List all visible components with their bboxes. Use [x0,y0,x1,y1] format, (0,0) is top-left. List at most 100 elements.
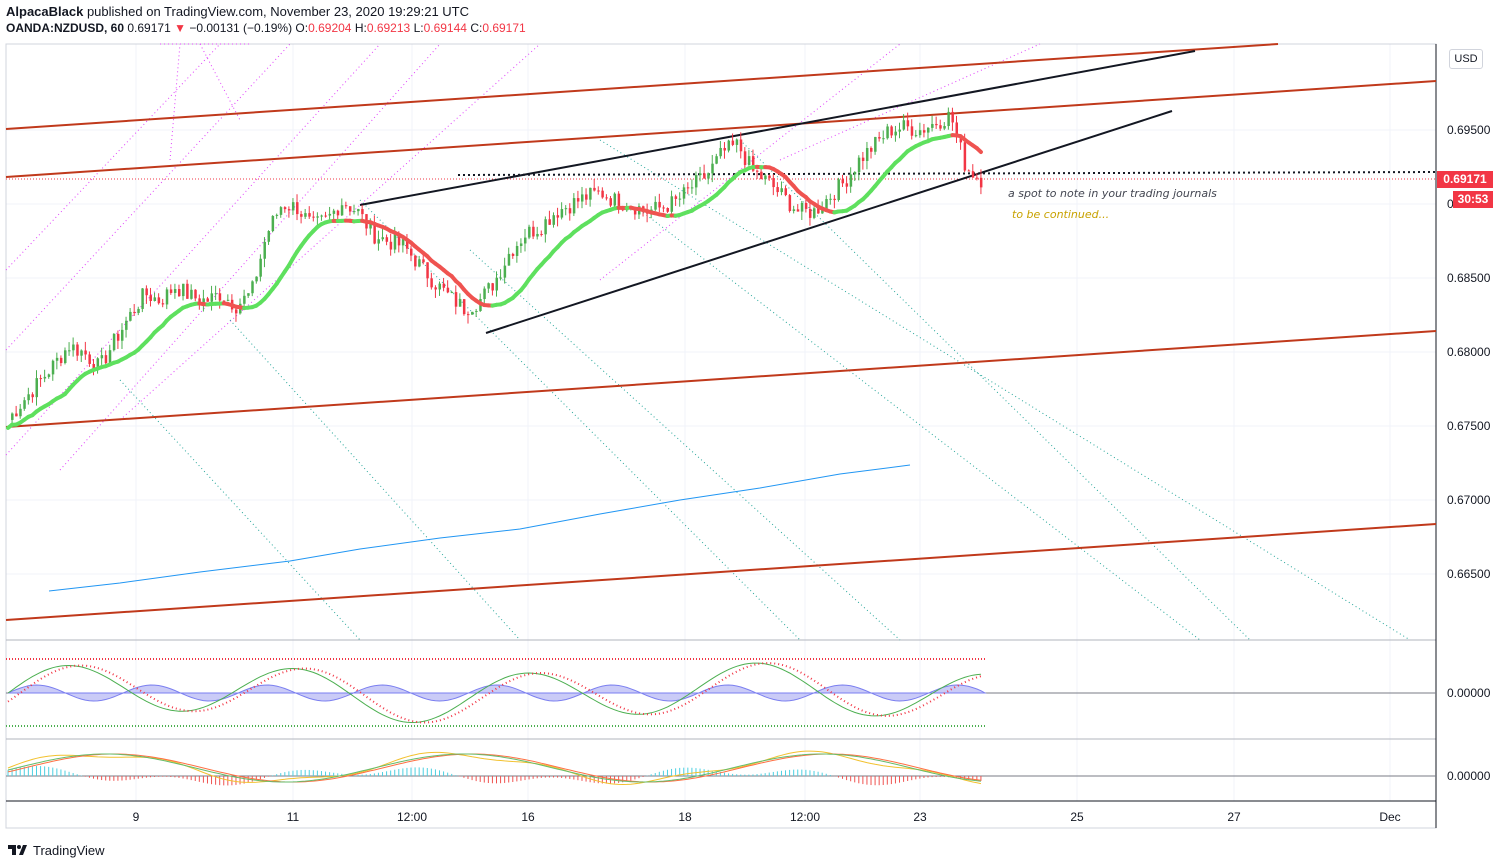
candle-body [259,258,262,277]
candle-body [532,226,535,237]
candlesticks [11,107,983,427]
candle-body [462,299,466,315]
candle-body [658,201,661,208]
fib-pink-lines [5,43,1041,471]
candle-body [613,193,617,206]
candle-body [747,156,751,165]
chart-grid [6,44,1436,801]
candle-body [393,234,397,250]
candle-body [910,126,914,136]
open-value: 0.69204 [308,21,352,35]
candle-body [499,277,503,279]
candle-body [186,283,189,299]
candle-body [617,193,621,210]
last-price: 0.69171 [127,21,171,35]
candle-body [511,253,515,256]
candle-body [735,139,739,145]
tradingview-logo-icon[interactable] [6,842,28,858]
continued-note: to be continued... [1012,208,1109,221]
candle-body [291,202,295,211]
low-label: L: [413,21,424,35]
candle-body [145,288,148,296]
publish-info: published on TradingView.com, November 2… [86,4,469,19]
candle-body [251,281,254,294]
price-tick-label: 0.66500 [1447,567,1491,581]
candle-body [385,237,389,242]
currency-button[interactable]: USD [1449,49,1483,69]
candle-body [694,175,698,188]
candle-body [861,157,865,162]
candle-body [585,194,588,200]
candle-body [59,357,63,364]
candle-body [137,308,140,313]
candle-body [377,239,380,244]
time-axis[interactable]: 9 11 12:00 16 18 12:00 23 25 27 Dec [133,810,1401,824]
candle-body [560,209,564,218]
chart-header: AlpacaBlack published on TradingView.com… [6,3,1496,39]
candle-body [849,174,853,187]
footer: TradingView [6,839,105,861]
candle-body [690,187,694,189]
candle-body [951,111,954,123]
candle-body [833,198,836,201]
candle-body [63,350,67,364]
symbol-label[interactable]: OANDA:NZDUSD, 60 [6,21,125,35]
candle-body [703,173,706,179]
open-label: O: [295,21,309,35]
candle-body [173,289,177,293]
time-tick-label: Dec [1379,810,1400,824]
footer-brand[interactable]: TradingView [33,842,105,858]
candle-body [528,226,531,238]
candle-body [336,210,340,216]
candle-body [723,147,726,151]
candle-body [324,215,328,217]
candle-body [979,177,983,188]
candle-body [340,205,344,216]
candle-body [401,239,405,246]
candle-body [576,198,580,202]
countdown-tag: 30:53 [1453,191,1493,208]
candle-body [141,288,144,309]
candle-body [263,241,266,259]
close-value: 0.69171 [482,21,526,35]
candle-body [43,376,47,379]
candle-body [711,163,714,174]
candle-body [495,277,498,291]
channel-lines [5,43,1437,621]
candle-body [100,355,104,359]
candle-body [458,299,462,307]
candle-body [308,213,311,217]
candle-body [133,311,136,313]
candle-body [125,320,128,330]
time-tick-label: 12:00 [790,810,820,824]
candle-body [967,170,971,172]
candle-body [719,147,722,157]
candle-body [344,205,348,207]
candle-body [564,208,568,210]
candle-body [800,202,804,212]
candle-body [813,208,816,218]
moving-average [6,133,983,430]
candle-body [808,208,812,218]
candle-body [104,355,108,364]
author-name[interactable]: AlpacaBlack [6,4,84,19]
price-tick-label: 0.67000 [1447,493,1491,507]
time-tick-label: 16 [521,810,535,824]
candle-body [177,289,181,297]
candle-body [674,196,678,199]
candle-body [821,208,824,214]
candle-body [279,207,283,215]
candle-body [446,287,450,293]
candle-body [202,298,205,304]
candle-body [902,120,906,130]
candle-body [296,202,299,215]
candle-body [157,297,161,304]
candle-body [788,195,792,212]
candle-body [19,408,22,417]
candle-body [776,187,779,193]
candle-body [536,233,539,237]
candle-body [507,253,511,266]
candle-body [845,183,849,187]
candle-body [890,126,893,136]
